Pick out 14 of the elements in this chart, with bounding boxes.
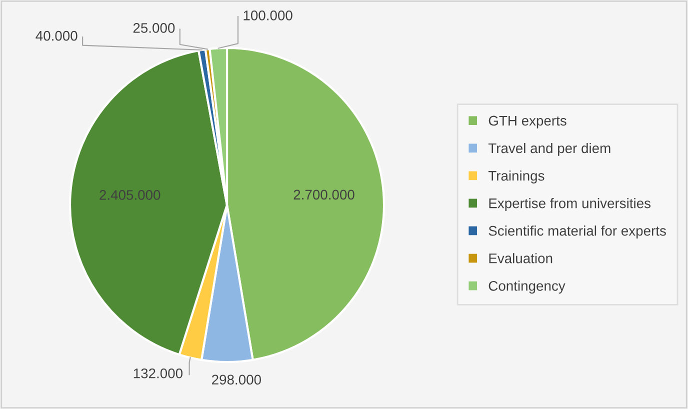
data-label: 2.405.000: [100, 190, 160, 200]
data-label: 25.000: [133, 23, 175, 33]
legend-label: Scientific material for experts: [488, 226, 666, 239]
data-label: 40.000: [36, 30, 78, 41]
legend-label: Trainings: [488, 170, 544, 184]
data-label: 100.000: [244, 10, 292, 20]
data-label: 132.000: [134, 368, 182, 378]
legend-label: GTH experts: [488, 116, 566, 128]
legend-label: Expertise from universities: [489, 198, 650, 211]
data-label: 2.700.000: [294, 190, 354, 200]
data-label: 298.000: [212, 374, 261, 385]
legend-label: Contingency: [488, 280, 566, 294]
legend-label: Travel and per diem: [488, 142, 610, 156]
legend-label: Evaluation: [489, 253, 552, 264]
